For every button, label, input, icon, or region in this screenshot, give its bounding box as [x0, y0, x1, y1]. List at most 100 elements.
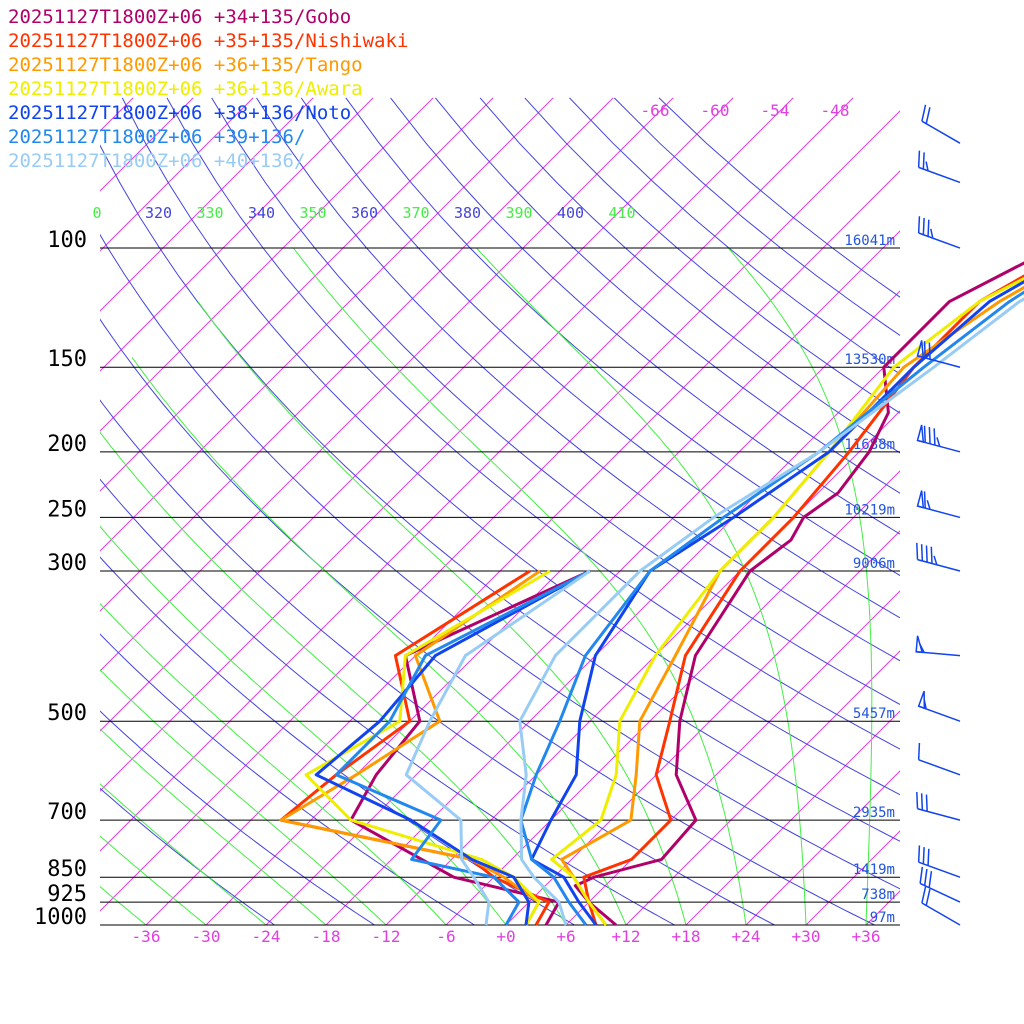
dry-adiabat-line	[100, 556, 576, 925]
dry-adiabat-line	[100, 144, 900, 842]
dry-adiabat-line	[211, 97, 900, 706]
isotherm-label: -54	[761, 101, 790, 120]
temperature-tick-label: +18	[672, 927, 701, 946]
wind-barb	[921, 104, 961, 144]
moist-adiabat-line	[100, 602, 447, 925]
dry-adiabat-line	[256, 97, 900, 662]
temperature-profile	[519, 290, 1024, 926]
dry-adiabat-line	[613, 97, 900, 336]
theta-label: 320	[145, 204, 172, 222]
theta-label: 380	[454, 204, 481, 222]
wind-barb	[919, 866, 961, 903]
height-label: 97m	[870, 910, 895, 926]
isotherm-label: -48	[821, 101, 850, 120]
dewpoint-profile	[404, 569, 591, 926]
height-label: 1419m	[853, 862, 895, 878]
wind-barb	[917, 690, 961, 722]
dry-adiabat-line	[100, 633, 476, 925]
dry-adiabat-line	[121, 97, 900, 796]
theta-label: 330	[196, 204, 223, 222]
isotherm-line	[685, 710, 900, 925]
legend: 20251127T1800Z+06 +34+135/Gobo20251127T1…	[8, 6, 408, 172]
isotherm-line	[986, 98, 1024, 925]
wind-barb	[916, 340, 961, 368]
pressure-label: 500	[47, 701, 87, 726]
moist-adiabat-line	[100, 783, 267, 925]
isotherm-line	[505, 530, 900, 925]
pressure-label: 200	[47, 432, 87, 457]
pressure-label: 700	[47, 800, 87, 825]
dry-adiabat-line	[100, 787, 276, 925]
dry-adiabat-line	[479, 97, 900, 454]
dewpoint-profile	[279, 569, 551, 926]
isotherm-line	[325, 350, 900, 925]
moist-adiabat-line	[197, 301, 687, 925]
temperature-tick-label: +30	[792, 927, 821, 946]
isotherm-line	[926, 98, 1024, 925]
dewpoint-profile	[304, 569, 551, 926]
legend-entry: 20251127T1800Z+06 +35+135/Nishiwaki	[8, 30, 408, 52]
isotherm-line	[100, 97, 674, 672]
pressure-label: 850	[47, 857, 87, 882]
height-label: 10219m	[844, 502, 895, 518]
isotherm-line	[100, 97, 374, 372]
theta-label: 400	[557, 204, 584, 222]
legend-entry: 20251127T1800Z+06 +34+135/Gobo	[8, 6, 351, 28]
wind-barb	[916, 542, 961, 572]
wind-barb	[915, 635, 961, 657]
temperature-tick-label: +0	[496, 927, 515, 946]
temperature-tick-label: +6	[556, 927, 575, 946]
dry-adiabat-line	[100, 399, 776, 925]
temperature-profile	[550, 276, 1024, 926]
moist-adiabat-line	[100, 669, 387, 925]
wind-barb	[917, 216, 961, 249]
dry-adiabat-line	[345, 97, 900, 577]
wind-barb	[921, 886, 961, 926]
upper-isotherm-labels: -66 -60 -54 -48	[641, 101, 850, 120]
legend-entry: 20251127T1800Z+06 +38+136/Noto	[8, 102, 351, 124]
dry-adiabat-line	[100, 233, 900, 890]
temperature-profile	[582, 274, 1024, 926]
dewpoint-profile	[314, 569, 591, 926]
isobar-lines	[100, 247, 900, 926]
theta-label: 0	[92, 204, 101, 222]
height-label: 2935m	[853, 805, 895, 821]
pressure-label: 150	[47, 347, 87, 372]
isotherm-label: -66	[641, 101, 670, 120]
isotherm-line	[100, 97, 614, 612]
isotherm-line	[100, 97, 494, 492]
moist-adiabat-line	[100, 728, 327, 925]
dry-adiabat-line	[435, 97, 900, 494]
temperature-profile	[530, 280, 1024, 926]
dewpoint-profile	[279, 569, 541, 926]
dry-adiabat-line	[100, 710, 376, 925]
temperature-tick-label: -24	[252, 927, 281, 946]
theta-labels: 0 320 330 340 350 360 370 380 390 400 410	[92, 204, 635, 222]
dry-adiabat-line	[390, 97, 900, 535]
wind-barb	[916, 424, 961, 453]
isotherm-line	[565, 590, 900, 925]
wind-barb	[916, 490, 961, 519]
temperature-tick-label: -18	[312, 927, 341, 946]
isotherm-line	[100, 110, 900, 912]
isotherm-label: -60	[701, 101, 730, 120]
isotherm-line	[445, 470, 900, 925]
height-label: 5457m	[853, 706, 895, 722]
isotherm-line	[745, 770, 900, 925]
pressure-label: 1000	[34, 905, 87, 930]
temperature-tick-label: -30	[192, 927, 221, 946]
pressure-label: 250	[47, 497, 87, 522]
theta-label: 340	[248, 204, 275, 222]
dry-adiabat-line	[100, 478, 676, 925]
height-labels: 16041m13530m11688m10219m9006m5457m2935m1…	[844, 233, 895, 926]
temperature-tick-label: +36	[852, 927, 881, 946]
legend-entry: 20251127T1800Z+06 +40+136/	[8, 150, 305, 172]
dry-adiabat-line	[569, 97, 900, 375]
isotherm-line	[100, 97, 734, 732]
wind-barb	[917, 150, 961, 184]
legend-entry: 20251127T1800Z+06 +39+136/	[8, 126, 305, 148]
wind-barb	[917, 742, 961, 776]
temperature-profile	[560, 285, 1024, 926]
